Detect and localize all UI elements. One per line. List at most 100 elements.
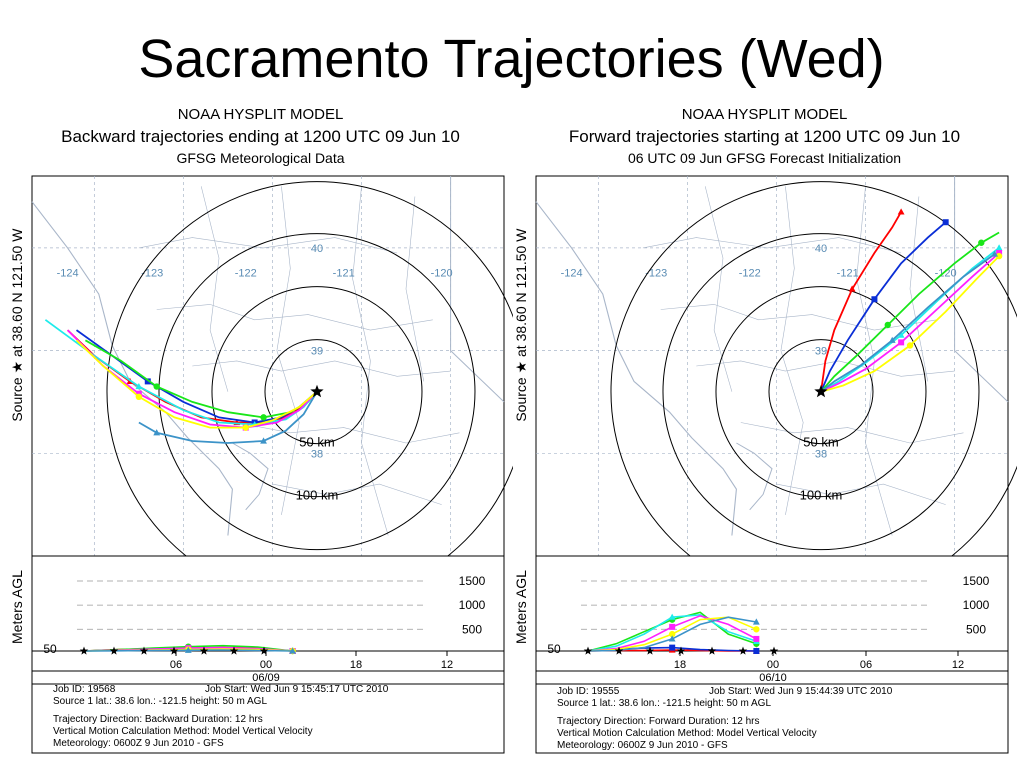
county-boundary xyxy=(138,237,398,254)
footer-frame xyxy=(535,670,1009,754)
longitude-label: -122 xyxy=(235,268,257,280)
height-frame xyxy=(31,555,505,672)
trajectory-marker-green xyxy=(884,321,891,329)
panel-header-description: Backward trajectories ending at 1200 UTC… xyxy=(61,127,460,146)
trajectory-marker-blue xyxy=(942,219,949,226)
hysplit-panel-forward: NOAA HYSPLIT MODEL Forward trajectories … xyxy=(512,104,1017,758)
slide-title: Sacramento Trajectories (Wed) xyxy=(138,29,885,89)
height-marker-steelblue xyxy=(752,618,760,625)
county-boundary xyxy=(856,186,893,536)
height-marker-steelblue xyxy=(668,635,676,642)
county-boundary xyxy=(776,483,946,505)
source-star xyxy=(310,384,324,398)
ring-label-50km: 50 km xyxy=(299,435,334,450)
county-boundary xyxy=(704,186,733,392)
trajectory-marker-red xyxy=(897,208,905,215)
source-star xyxy=(814,384,828,398)
longitude-label: -123 xyxy=(141,268,163,280)
latitude-label: 38 xyxy=(311,448,323,460)
time-tick-label: 12 xyxy=(952,659,964,671)
height-marker-magenta xyxy=(753,635,760,642)
height-level-label: 50 xyxy=(547,642,561,656)
time-star xyxy=(259,646,269,655)
longitude-label: -123 xyxy=(645,268,667,280)
vertical-motion-method: Vertical Motion Calculation Method: Mode… xyxy=(557,728,817,739)
panel-header-meteorology: GFSG Meteorological Data xyxy=(176,150,345,166)
ring-label-50km: 50 km xyxy=(803,435,838,450)
source-side-label: Source ★ at 38.60 N 121.50 W xyxy=(9,228,25,422)
time-star xyxy=(199,646,209,655)
trajectory-marker-steelblue xyxy=(991,250,999,257)
range-ring xyxy=(158,233,476,551)
height-marker-blue xyxy=(669,644,676,651)
county-boundary xyxy=(780,186,804,515)
time-tick-label: 00 xyxy=(767,659,779,671)
date-label: 06/10 xyxy=(759,672,787,684)
height-traces xyxy=(587,611,760,654)
coastline xyxy=(535,201,737,536)
county-boundary xyxy=(192,360,451,377)
height-marker-yellow xyxy=(668,630,676,638)
time-star xyxy=(645,646,655,655)
job-start: Job Start: Wed Jun 9 15:45:17 UTC 2010 xyxy=(205,684,389,695)
job-id: Job ID: 19555 xyxy=(557,686,620,697)
height-traces xyxy=(83,643,297,655)
trajectory-marker-yellow xyxy=(242,424,249,431)
time-tick-label: 06 xyxy=(860,659,872,671)
latitude-label: 39 xyxy=(311,346,323,358)
trajectory-marker-red xyxy=(848,285,856,292)
bay-shoreline xyxy=(736,442,773,511)
time-star xyxy=(139,646,149,655)
county-boundary xyxy=(740,422,964,444)
height-marker-steelblue xyxy=(184,646,192,653)
longitude-label: -122 xyxy=(739,268,761,280)
height-marker-yellow xyxy=(753,626,760,633)
trajectory-marker-magenta xyxy=(898,339,905,346)
county-boundary xyxy=(642,237,902,254)
height-marker-steelblue xyxy=(289,647,297,654)
vertical-motion-method: Vertical Motion Calculation Method: Mode… xyxy=(53,726,313,737)
panel-header-meteorology: 06 UTC 09 Jun GFSG Forecast Initializati… xyxy=(627,150,902,166)
height-axis-label: Meters AGL xyxy=(9,570,25,644)
county-boundary xyxy=(272,483,442,505)
trajectory-line-green xyxy=(820,231,1000,393)
range-ring xyxy=(715,286,927,498)
range-ring xyxy=(264,339,370,445)
hysplit-panel-backward: NOAA HYSPLIT MODEL Backward trajectories… xyxy=(8,104,513,758)
county-boundary xyxy=(405,196,425,382)
longitude-label: -124 xyxy=(57,268,79,280)
map-frame xyxy=(535,175,1009,557)
county-boundary xyxy=(909,196,929,382)
job-id: Job ID: 19568 xyxy=(53,684,116,695)
height-level-label: 500 xyxy=(966,622,986,636)
trajectory-direction: Trajectory Direction: Forward Duration: … xyxy=(557,716,760,727)
county-boundary xyxy=(200,186,229,392)
trajectory-line-yellow xyxy=(75,339,318,429)
height-marker-cyan xyxy=(668,613,676,620)
county-boundary xyxy=(236,422,460,444)
bay-shoreline xyxy=(232,442,269,511)
footer-frame xyxy=(31,670,505,754)
height-level-label: 500 xyxy=(462,622,482,636)
time-star xyxy=(169,646,179,655)
range-ring xyxy=(662,233,980,551)
longitude-label: -124 xyxy=(561,268,583,280)
time-star xyxy=(229,646,239,655)
latitude-label: 40 xyxy=(815,243,827,255)
job-info: Job ID: 19568 Job Start: Wed Jun 9 15:45:… xyxy=(53,684,508,750)
trajectory-marker-steelblue xyxy=(260,437,267,444)
trajectory-marker-green xyxy=(153,383,160,390)
trajectories xyxy=(44,319,318,444)
meteorology-info: Meteorology: 0600Z 9 Jun 2010 - GFS xyxy=(53,738,224,749)
date-label: 06/09 xyxy=(252,672,280,684)
height-level-label: 1500 xyxy=(459,574,486,588)
state-boundary xyxy=(954,176,1009,403)
trajectory-marker-yellow xyxy=(135,393,143,401)
longitude-label: -121 xyxy=(837,268,859,280)
time-tick-label: 18 xyxy=(350,659,362,671)
time-star xyxy=(109,646,119,655)
time-tick-label: 12 xyxy=(441,659,453,671)
panel-header-model: NOAA HYSPLIT MODEL xyxy=(681,106,848,123)
